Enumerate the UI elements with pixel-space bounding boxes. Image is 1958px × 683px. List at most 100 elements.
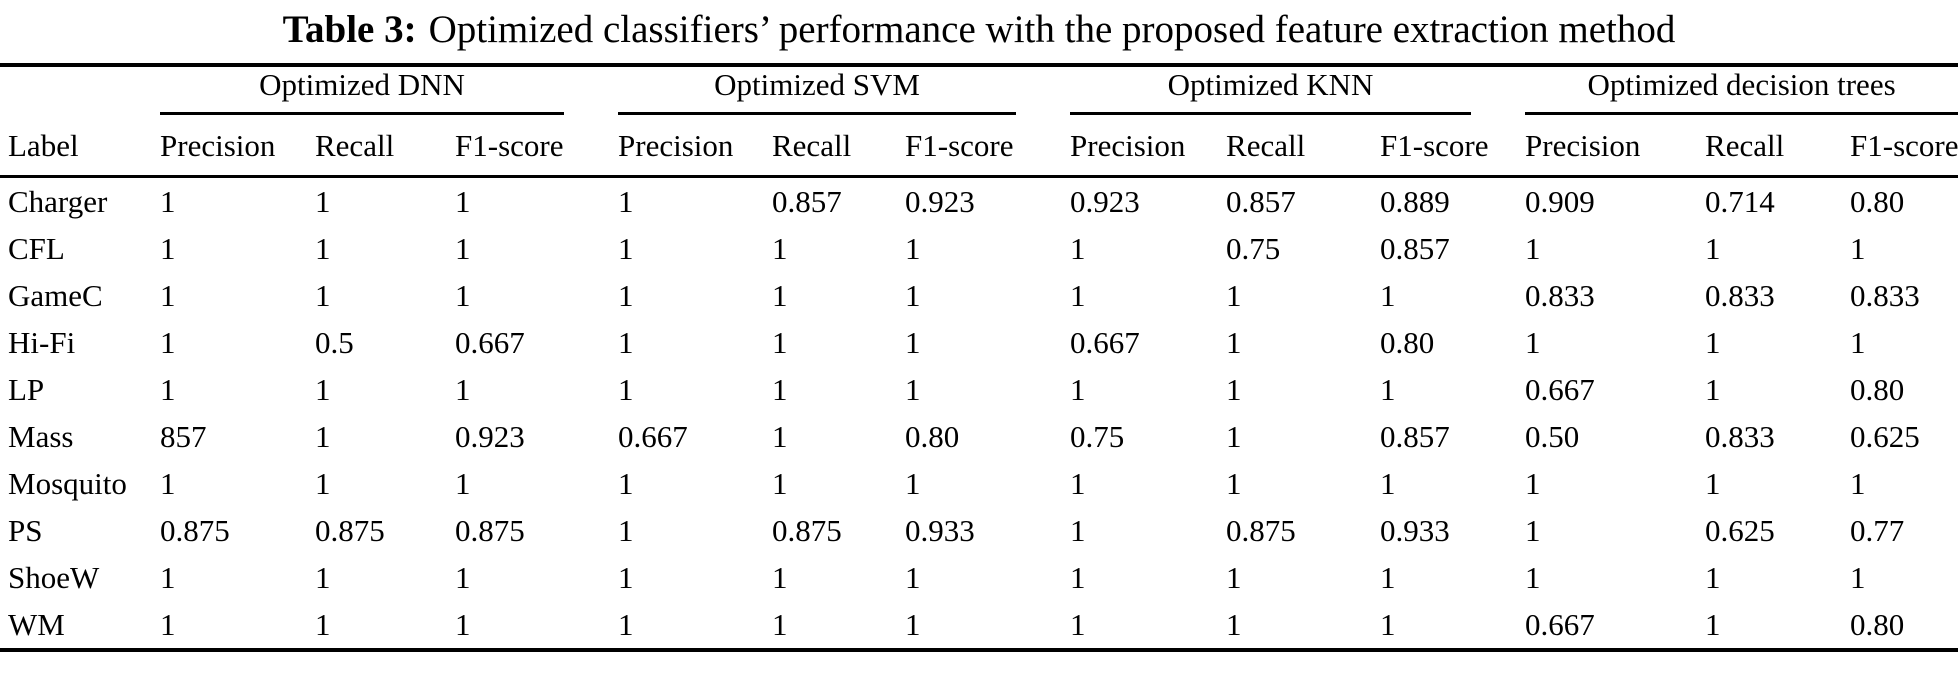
metric-value: 0.75 [1226,230,1281,266]
metric-value: 1 [772,606,788,642]
metric-value: 0.80 [1850,606,1905,642]
metric-value: 1 [905,606,921,642]
metric-value: 1 [160,465,176,501]
metric-value: 0.933 [905,512,975,548]
metric-value: 1 [772,465,788,501]
column-header-label: Label [0,115,160,178]
metric-value: 0.909 [1525,183,1595,219]
column-header-dnn-precision: Precision [160,115,315,178]
metric-value: 0.80 [905,418,960,454]
column-header-dt-recall: Recall [1705,115,1851,178]
metric-value: 0.857 [1380,230,1450,266]
column-header-dt-f1: F1-score [1850,115,1958,178]
metric-value: 1 [1070,465,1086,501]
metric-value: 1 [315,277,331,313]
metric-value: 1 [618,324,634,360]
metric-value: 1 [618,183,634,219]
metric-value: 1 [1226,559,1242,595]
table-row: Hi-Fi 1 0.5 0.667 1 1 1 0.667 1 0.80 1 1 1 [0,319,1958,366]
performance-table: Optimized DNN Optimized SVM Optimized KN… [0,63,1958,652]
metric-value: 0.933 [1380,512,1450,548]
metric-value: 1 [1226,371,1242,407]
column-header-knn-precision: Precision [1070,115,1227,178]
group-header-knn: Optimized KNN [1070,65,1525,115]
group-header-decision-trees-label: Optimized decision trees [1525,67,1958,115]
metric-value: 0.667 [455,324,525,360]
metric-value: 1 [455,277,471,313]
metric-value: 1 [455,371,471,407]
metric-value: 1 [315,465,331,501]
metric-value: 1 [1705,324,1721,360]
metric-value: 0.889 [1380,183,1450,219]
metric-value: 1 [1226,324,1242,360]
metric-value: 1 [1226,465,1242,501]
metric-value: 1 [1380,465,1396,501]
metric-value: 1 [160,371,176,407]
metric-value: 1 [1850,230,1866,266]
group-header-knn-label: Optimized KNN [1070,67,1472,115]
metric-value: 0.77 [1850,512,1905,548]
metric-value: 1 [315,606,331,642]
metric-value: 0.80 [1850,183,1905,219]
metric-value: 1 [1850,559,1866,595]
metric-value: 1 [618,606,634,642]
row-label: Mosquito [8,465,127,501]
column-header-svm-precision: Precision [618,115,772,178]
row-label: WM [8,606,65,642]
column-header-dnn-recall: Recall [315,115,455,178]
metric-value: 1 [772,418,788,454]
metric-value: 1 [772,371,788,407]
metric-value: 0.857 [1380,418,1450,454]
metric-value: 1 [315,418,331,454]
metric-value: 1 [618,277,634,313]
column-header-knn-recall: Recall [1226,115,1381,178]
metric-value: 1 [905,465,921,501]
row-label: LP [8,371,45,407]
table-row: ShoeW 1 1 1 1 1 1 1 1 1 1 1 1 [0,554,1958,601]
group-header-dnn: Optimized DNN [160,65,618,115]
metric-value: 1 [772,559,788,595]
row-label: ShoeW [8,559,100,595]
metric-value: 1 [1705,465,1721,501]
metric-value: 0.875 [1226,512,1296,548]
metric-value: 1 [1850,465,1866,501]
table-row: WM 1 1 1 1 1 1 1 1 1 0.667 1 0.80 [0,601,1958,650]
table-row: PS 0.875 0.875 0.875 1 0.875 0.933 1 0.875 0.933 1… [0,507,1958,554]
row-label: Hi-Fi [8,324,76,360]
table-row: LP 1 1 1 1 1 1 1 1 1 0.667 1 0.80 [0,366,1958,413]
metric-value: 0.923 [905,183,975,219]
metric-value: 1 [1070,559,1086,595]
metric-value: 1 [455,559,471,595]
metric-value: 1 [1705,230,1721,266]
metric-value: 0.923 [455,418,525,454]
metric-value: 0.80 [1380,324,1435,360]
metric-value: 1 [160,559,176,595]
metric-value: 1 [315,371,331,407]
row-label: GameC [8,277,103,313]
metric-value: 0.857 [772,183,842,219]
column-header-dt-precision: Precision [1525,115,1706,178]
metric-value: 0.923 [1070,183,1140,219]
metric-value: 1 [1380,559,1396,595]
group-header-row: Optimized DNN Optimized SVM Optimized KN… [0,65,1958,115]
metric-value: 1 [1380,277,1396,313]
table-row: CFL 1 1 1 1 1 1 1 0.75 0.857 1 1 1 [0,225,1958,272]
metric-value: 0.714 [1705,183,1775,219]
row-label: Charger [8,183,108,219]
group-header-spacer [0,65,160,115]
metric-value: 1 [455,606,471,642]
metric-value: 1 [618,230,634,266]
metric-value: 1 [160,324,176,360]
column-header-knn-f1: F1-score [1380,115,1526,178]
metric-value: 1 [1070,606,1086,642]
metric-value: 0.833 [1705,418,1775,454]
row-label: CFL [8,230,65,266]
metric-value: 1 [1525,512,1541,548]
metric-value: 857 [160,418,207,454]
group-header-svm: Optimized SVM [618,65,1070,115]
metric-value: 1 [455,183,471,219]
metric-value: 0.833 [1525,277,1595,313]
table-body: Charger 1 1 1 1 0.857 0.923 0.923 0.857 0.889 0.90… [0,177,1958,651]
metric-value: 1 [315,183,331,219]
metric-value: 0.5 [315,324,354,360]
